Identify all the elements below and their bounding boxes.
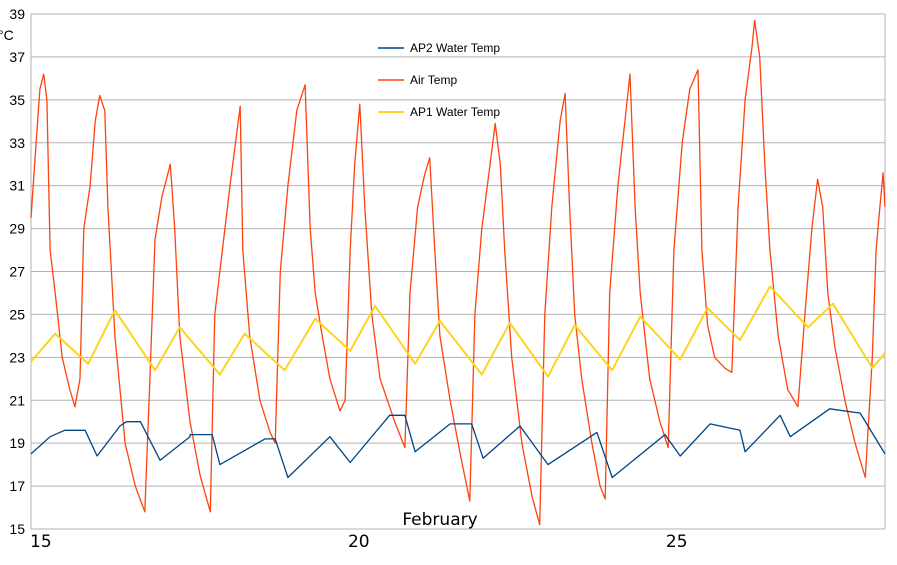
series-line-air-temp <box>30 19 886 526</box>
x-axis-label: February <box>402 510 477 530</box>
y-tick-label: 33 <box>9 135 25 151</box>
y-tick-label: 37 <box>9 49 25 65</box>
y-tick-label: 21 <box>9 392 25 408</box>
y-tick-label: 35 <box>9 92 25 108</box>
y-axis-label: °C <box>0 27 14 43</box>
y-tick-labels: 15 17 19 21 23 25 27 29 31 33 35 37 39 <box>9 6 25 537</box>
legend-label: AP2 Water Temp <box>410 41 500 55</box>
y-tick-label: 25 <box>9 306 25 322</box>
y-tick-label: 27 <box>9 264 25 280</box>
y-tick-label: 39 <box>9 6 25 22</box>
y-tick-label: 31 <box>9 178 25 194</box>
y-tick-label: 15 <box>9 521 25 537</box>
x-tick-labels: 15 20 25 <box>30 532 688 552</box>
x-tick-label: 20 <box>348 532 370 552</box>
series-line-ap1-water-temp <box>30 285 886 378</box>
series-line-ap2-water-temp <box>30 408 886 479</box>
legend-label: Air Temp <box>410 73 457 87</box>
series-lines <box>30 19 886 526</box>
y-tick-label: 23 <box>9 349 25 365</box>
x-tick-label: 15 <box>30 532 52 552</box>
y-tick-label: 29 <box>9 221 25 237</box>
gridlines <box>30 13 886 530</box>
y-tick-label: 17 <box>9 478 25 494</box>
legend-label: AP1 Water Temp <box>410 105 500 119</box>
y-tick-label: 19 <box>9 435 25 451</box>
legend: AP2 Water Temp Air Temp AP1 Water Temp <box>378 41 500 119</box>
x-tick-label: 25 <box>666 532 688 552</box>
